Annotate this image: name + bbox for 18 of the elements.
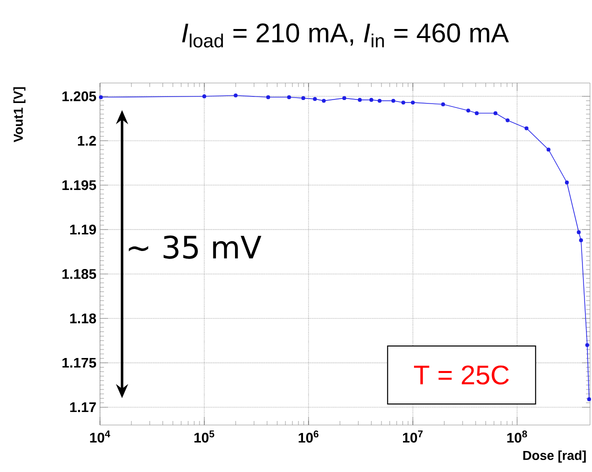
x-tick-label: 10$^{5}$	[194, 430, 214, 443]
y-tick-label: 1.195	[62, 180, 96, 190]
x-tick-label: 10$^{4}$	[90, 430, 110, 443]
x-tick-label: 10$^{8}$	[507, 430, 528, 443]
y-tick-label: 1.185	[62, 269, 96, 279]
y-tick-label: 1.2	[78, 136, 96, 146]
y-axis-title: Vout1 [V]	[13, 87, 26, 142]
x-tick-label: 10$^{6}$	[298, 430, 318, 443]
chart-title: I$_{load}$ = 210 mA, I$_{in}$ = 460 mA	[182, 23, 509, 48]
y-tick-label: 1.18	[70, 313, 96, 324]
y-tick-label: 1.17	[70, 402, 96, 412]
x-axis-title: Dose [rad]	[523, 450, 586, 463]
annotation: T = 25C	[414, 365, 509, 385]
y-tick-label: 1.205	[62, 91, 96, 102]
y-tick-label: 1.175	[62, 358, 96, 368]
annotation: ∼ 35 mV	[128, 235, 262, 259]
y-tick-label: 1.19	[70, 224, 96, 235]
x-tick-label: 10$^{7}$	[403, 430, 423, 443]
